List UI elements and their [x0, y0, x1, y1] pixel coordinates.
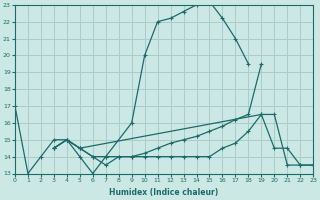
- X-axis label: Humidex (Indice chaleur): Humidex (Indice chaleur): [109, 188, 219, 197]
